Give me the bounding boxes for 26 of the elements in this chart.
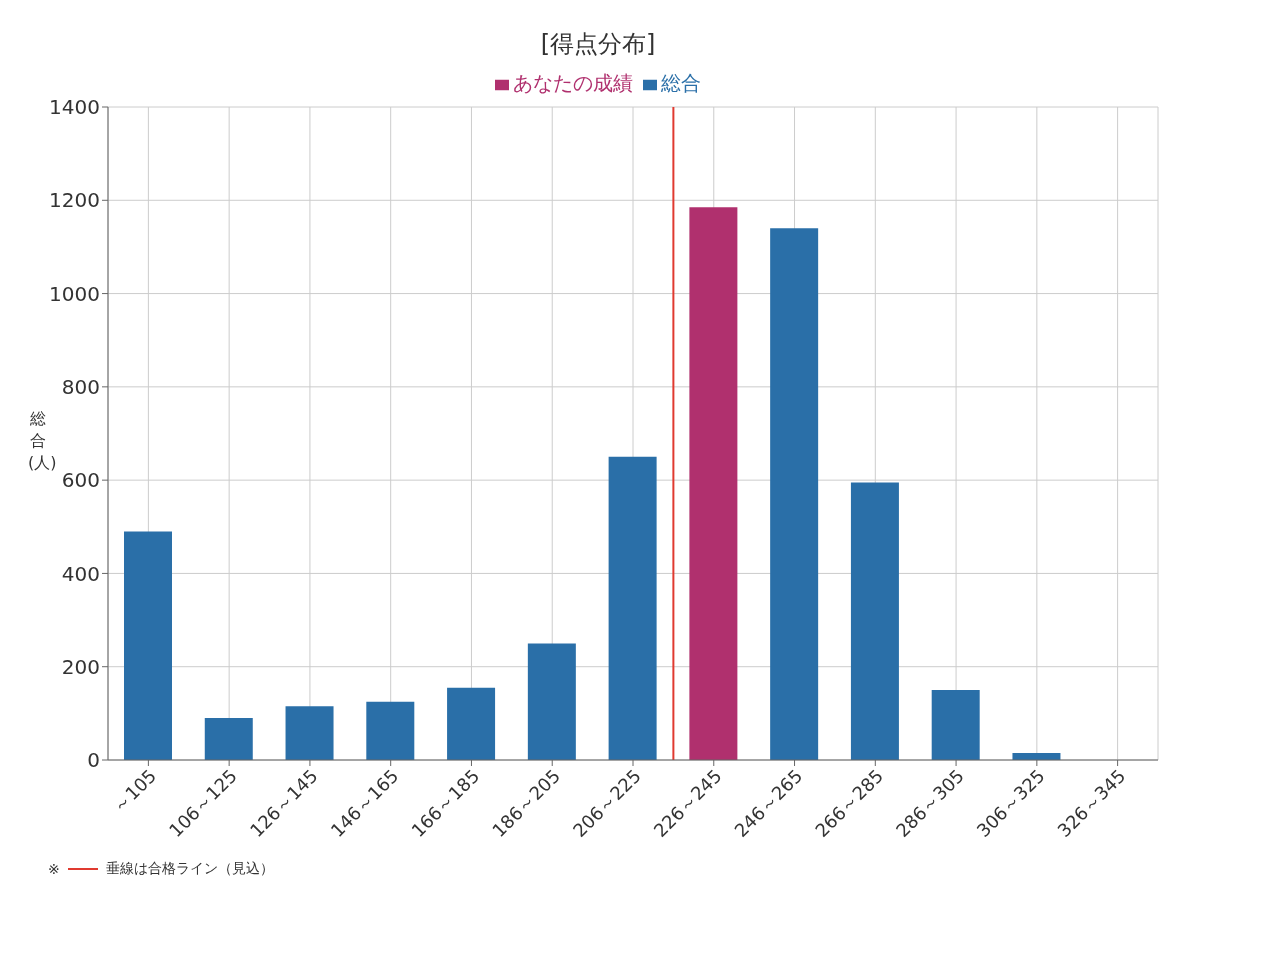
x-tick-label: ～105 bbox=[108, 765, 161, 817]
y-tick-label: 1000 bbox=[49, 281, 100, 306]
bar bbox=[366, 701, 415, 760]
bar bbox=[285, 706, 334, 760]
bar bbox=[124, 531, 172, 760]
legend-label: 総合 bbox=[661, 71, 701, 95]
bar bbox=[608, 456, 657, 760]
text: 垂線は合格ライン（見込） bbox=[105, 860, 274, 878]
chart-title: [得点分布] bbox=[539, 29, 657, 60]
y-tick-label: 200 bbox=[61, 654, 100, 679]
bar bbox=[689, 207, 738, 760]
y-tick-label: 0 bbox=[87, 748, 100, 773]
bar bbox=[931, 690, 980, 760]
y-tick-label: 600 bbox=[61, 468, 100, 493]
y-axis-title: 総合(人) bbox=[28, 408, 57, 474]
y-tick-label: 1200 bbox=[49, 188, 100, 213]
bar bbox=[447, 687, 496, 760]
y-tick-label: 400 bbox=[61, 561, 100, 586]
y-tick-label: 800 bbox=[61, 374, 100, 399]
bar bbox=[527, 643, 576, 760]
bar bbox=[850, 482, 899, 760]
bar bbox=[770, 228, 819, 760]
legend-label: あなたの成績 bbox=[513, 71, 633, 95]
bar bbox=[204, 718, 253, 760]
text: ※ bbox=[48, 861, 60, 877]
y-tick-label: 1400 bbox=[49, 95, 100, 120]
